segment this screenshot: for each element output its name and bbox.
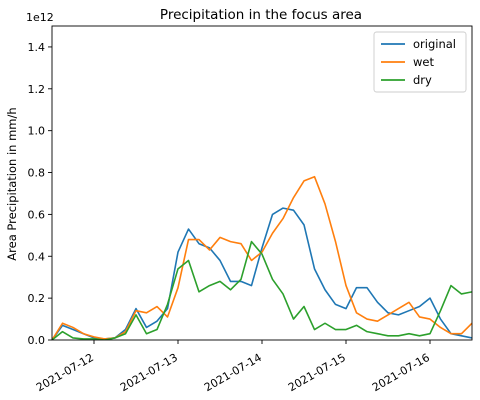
- legend-label-wet: wet: [413, 55, 434, 69]
- legend-label-original: original: [413, 37, 456, 51]
- chart-title: Precipitation in the focus area: [160, 7, 362, 23]
- plot-area: [52, 175, 472, 340]
- y-axis-title: Area Precipitation in mm/h: [5, 107, 19, 260]
- x-tick-label: 2021-07-12: [34, 351, 96, 394]
- series-line-wet: [52, 175, 472, 340]
- x-tick-label: 2021-07-13: [118, 351, 180, 394]
- legend-label-dry: dry: [413, 73, 432, 87]
- y-tick-label: 0.6: [28, 208, 46, 221]
- y-tick-label: 0.4: [28, 250, 46, 263]
- series-group: [52, 175, 472, 340]
- y-tick-label: 1.0: [28, 125, 46, 138]
- series-line-original: [52, 207, 472, 340]
- y-offset-label: 1e12: [26, 11, 54, 24]
- x-tick-label: 2021-07-15: [286, 351, 348, 394]
- y-tick-label: 1.4: [28, 41, 46, 54]
- legend: original wet dry: [373, 31, 467, 93]
- x-tick-label: 2021-07-16: [370, 351, 432, 394]
- y-tick-label: 0.8: [28, 167, 46, 180]
- y-tick-label: 1.2: [28, 83, 46, 96]
- series-line-dry: [52, 240, 472, 340]
- legend-box: [373, 31, 467, 93]
- y-tick-label: 0.0: [28, 334, 46, 347]
- y-tick-label: 0.2: [28, 292, 46, 305]
- x-tick-label: 2021-07-14: [202, 351, 264, 394]
